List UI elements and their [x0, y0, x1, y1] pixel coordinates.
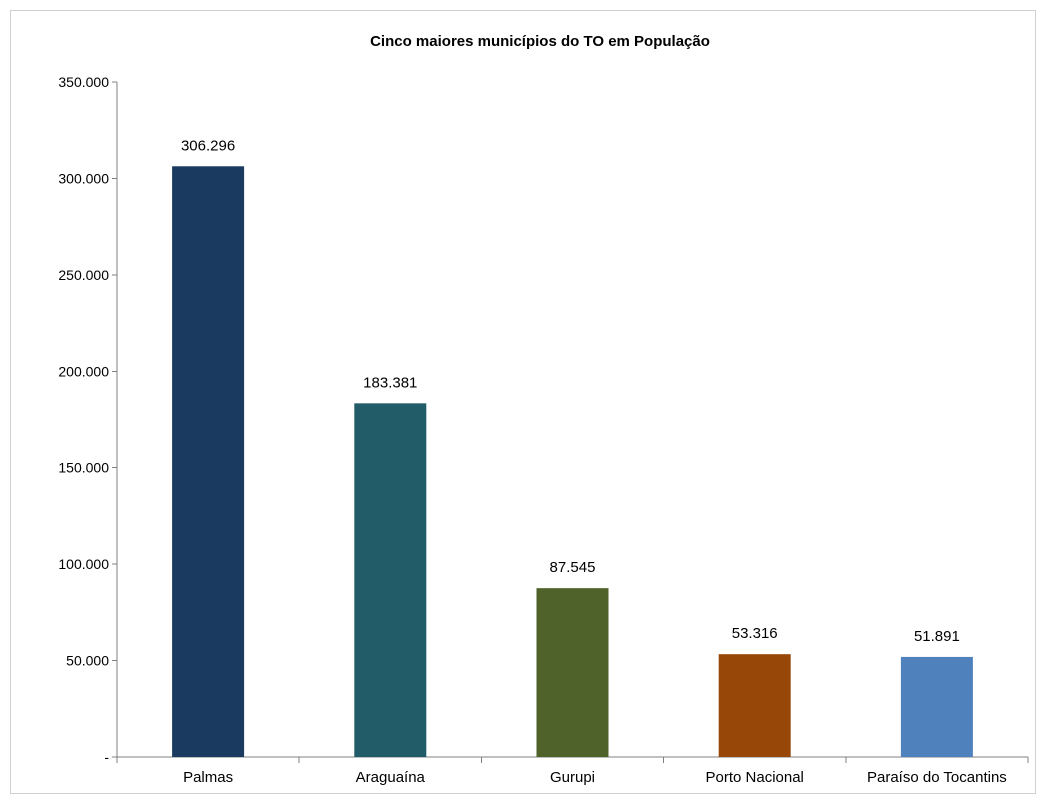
- y-tick-label: 300.000: [58, 170, 109, 186]
- bar: [718, 654, 791, 757]
- data-label: 306.296: [181, 137, 235, 154]
- y-tick-label: 50.000: [66, 653, 109, 669]
- bar: [354, 403, 427, 757]
- x-tick-label: Araguaína: [356, 769, 426, 786]
- y-tick-label: 100.000: [58, 556, 109, 572]
- bars: [172, 166, 973, 758]
- x-tick-label: Palmas: [183, 769, 233, 786]
- data-label: 51.891: [914, 628, 960, 645]
- y-tick-label: -: [104, 749, 109, 765]
- x-tick-label: Porto Nacional: [706, 769, 804, 786]
- x-axis: Palmas Araguaína Gurupi Porto Nacional Paraí…: [116, 756, 1029, 786]
- x-tick-label: Gurupi: [550, 769, 595, 786]
- y-axis: - 50.000 100.000 150.000 200.000 250.000 300.0…: [58, 74, 118, 765]
- data-label: 53.316: [732, 625, 778, 642]
- bar: [172, 166, 245, 758]
- bar: [536, 588, 609, 757]
- x-tick-label: Paraíso do Tocantins: [867, 769, 1007, 786]
- y-tick-label: 150.000: [58, 460, 109, 476]
- data-label: 183.381: [363, 374, 417, 391]
- y-tick-label: 200.000: [58, 363, 109, 379]
- y-tick-label: 250.000: [58, 267, 109, 283]
- y-tick-label: 350.000: [58, 74, 109, 90]
- chart-title: Cinco maiores municípios do TO em Popula…: [370, 33, 710, 50]
- bar: [900, 656, 973, 757]
- data-labels: 306.296 183.381 87.545 53.316 51.891: [181, 137, 960, 645]
- data-label: 87.545: [550, 559, 596, 576]
